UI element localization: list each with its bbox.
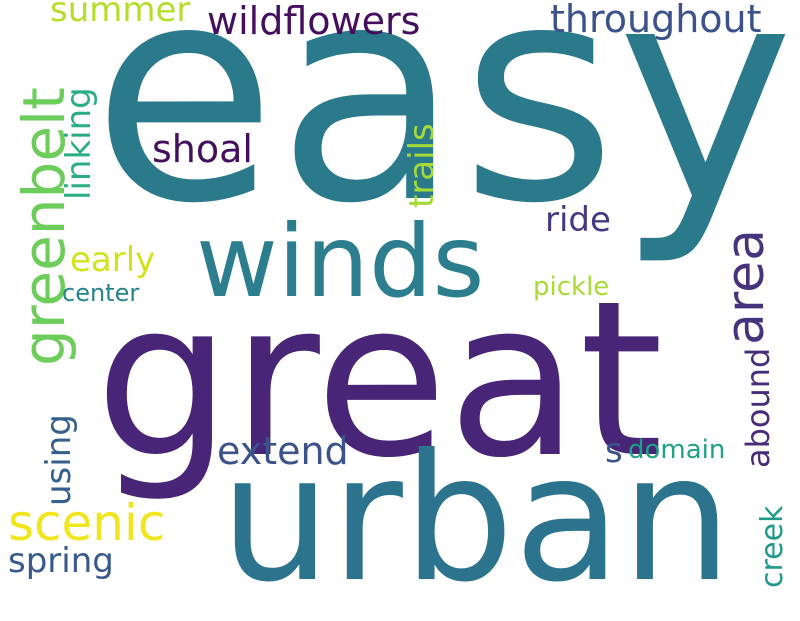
word-early: early [70,240,156,280]
word-s: s [605,431,623,471]
word-scenic: scenic [8,494,166,552]
word-ride: ride [545,200,611,240]
word-area: area [716,229,776,345]
word-throughout: throughout [550,0,762,41]
word-cloud: easy great urban winds greenbelt area sc… [8,0,795,607]
word-wildflowers: wildflowers [207,0,421,43]
word-easy: easy [92,0,795,269]
word-pickle: pickle [533,272,610,302]
word-linking: linking [59,87,99,200]
word-urban: urban [220,418,733,621]
word-winds: winds [196,203,485,320]
word-great: great [95,254,664,505]
word-shoal: shoal [152,127,253,171]
word-using: using [39,414,79,506]
word-summer: summer [50,0,191,30]
word-trails: trails [402,123,442,208]
word-domain: domain [628,435,726,465]
word-creek: creek [755,505,790,588]
word-extend: extend [217,429,349,473]
word-abound: abound [739,347,777,468]
word-spring: spring [8,541,114,581]
word-center: center [62,279,140,307]
